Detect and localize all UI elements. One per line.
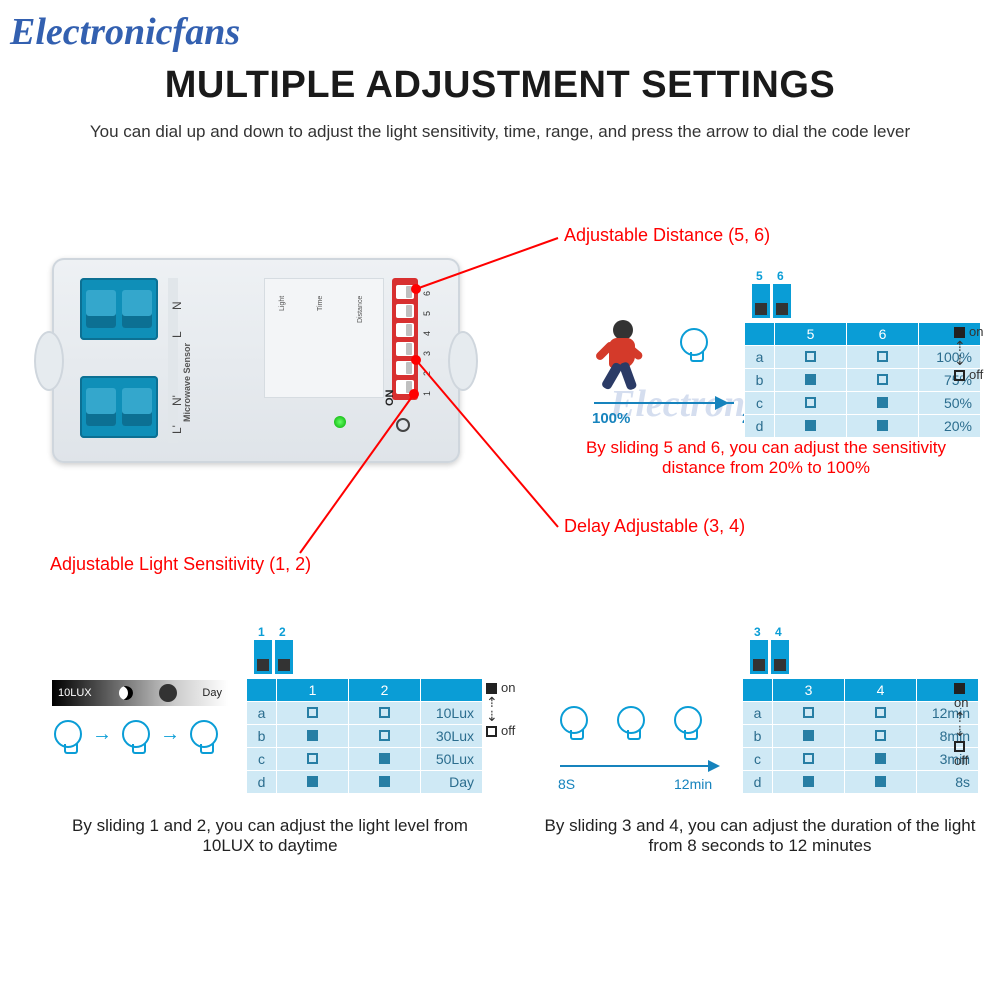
legend-on-off: on⇡⇣off [486, 680, 515, 738]
distance-table: 56 a100%b75%c50%d20% [744, 322, 981, 438]
delay-to: 12min [674, 776, 712, 792]
distance-caption: By sliding 5 and 6, you can adjust the s… [556, 438, 976, 478]
delay-table: 34 a12minb8minc3mind8s [742, 678, 979, 794]
range-from: 100% [592, 410, 630, 427]
callout-delay: Delay Adjustable (3, 4) [564, 516, 745, 537]
dial-arrow-icon [396, 418, 410, 432]
legend-on-off: on⇡⇣off [954, 680, 972, 768]
running-person-icon [595, 320, 647, 390]
on-label: ON [384, 390, 396, 407]
moon-icon [119, 686, 133, 700]
bulb-row-delay [560, 706, 702, 734]
terminal-block-top [80, 278, 158, 340]
status-led-icon [334, 416, 346, 428]
product-label: Microwave Sensor [182, 343, 192, 422]
settings-panel: Light Time Distance [264, 278, 384, 398]
distance-arrow-icon [594, 402, 734, 404]
callout-distance: Adjustable Distance (5, 6) [564, 225, 770, 246]
terminal-label: N [170, 301, 184, 310]
light-caption: By sliding 1 and 2, you can adjust the l… [50, 816, 490, 856]
device-illustration: N L N' L' Microwave Sensor Light Time Di… [52, 258, 460, 463]
lux-gradient-strip: 10LUX Day [52, 680, 228, 706]
bulb-row-light: →→ [54, 720, 218, 748]
light-table: 12 a10Luxb30Luxc50LuxdDay [246, 678, 483, 794]
light-setting-block: 12 12 a10Luxb30Luxc50LuxdDay [246, 640, 483, 794]
sun-icon [161, 686, 175, 700]
dip-switch-bank [392, 278, 418, 400]
delay-from: 8S [558, 776, 575, 792]
delay-caption: By sliding 3 and 4, you can adjust the d… [540, 816, 980, 856]
callout-light: Adjustable Light Sensitivity (1, 2) [50, 554, 311, 575]
bulb-icon [680, 328, 708, 361]
brand-watermark: Electronicfans [10, 10, 240, 54]
page-title: MULTIPLE ADJUSTMENT SETTINGS [0, 64, 1000, 107]
dip-icon: 5 6 [752, 284, 981, 318]
distance-setting-block: 5 6 56 a100%b75%c50%d20% [744, 284, 981, 438]
page-subtitle: You can dial up and down to adjust the l… [0, 122, 1000, 142]
terminal-label: L [170, 331, 184, 338]
terminal-label: L' [170, 425, 184, 434]
time-arrow-icon [560, 756, 720, 776]
delay-setting-block: 34 34 a12minb8minc3mind8s [742, 640, 979, 794]
legend-on-off: on ⇡⇣ off [954, 324, 983, 382]
terminal-block-bottom [80, 376, 158, 438]
